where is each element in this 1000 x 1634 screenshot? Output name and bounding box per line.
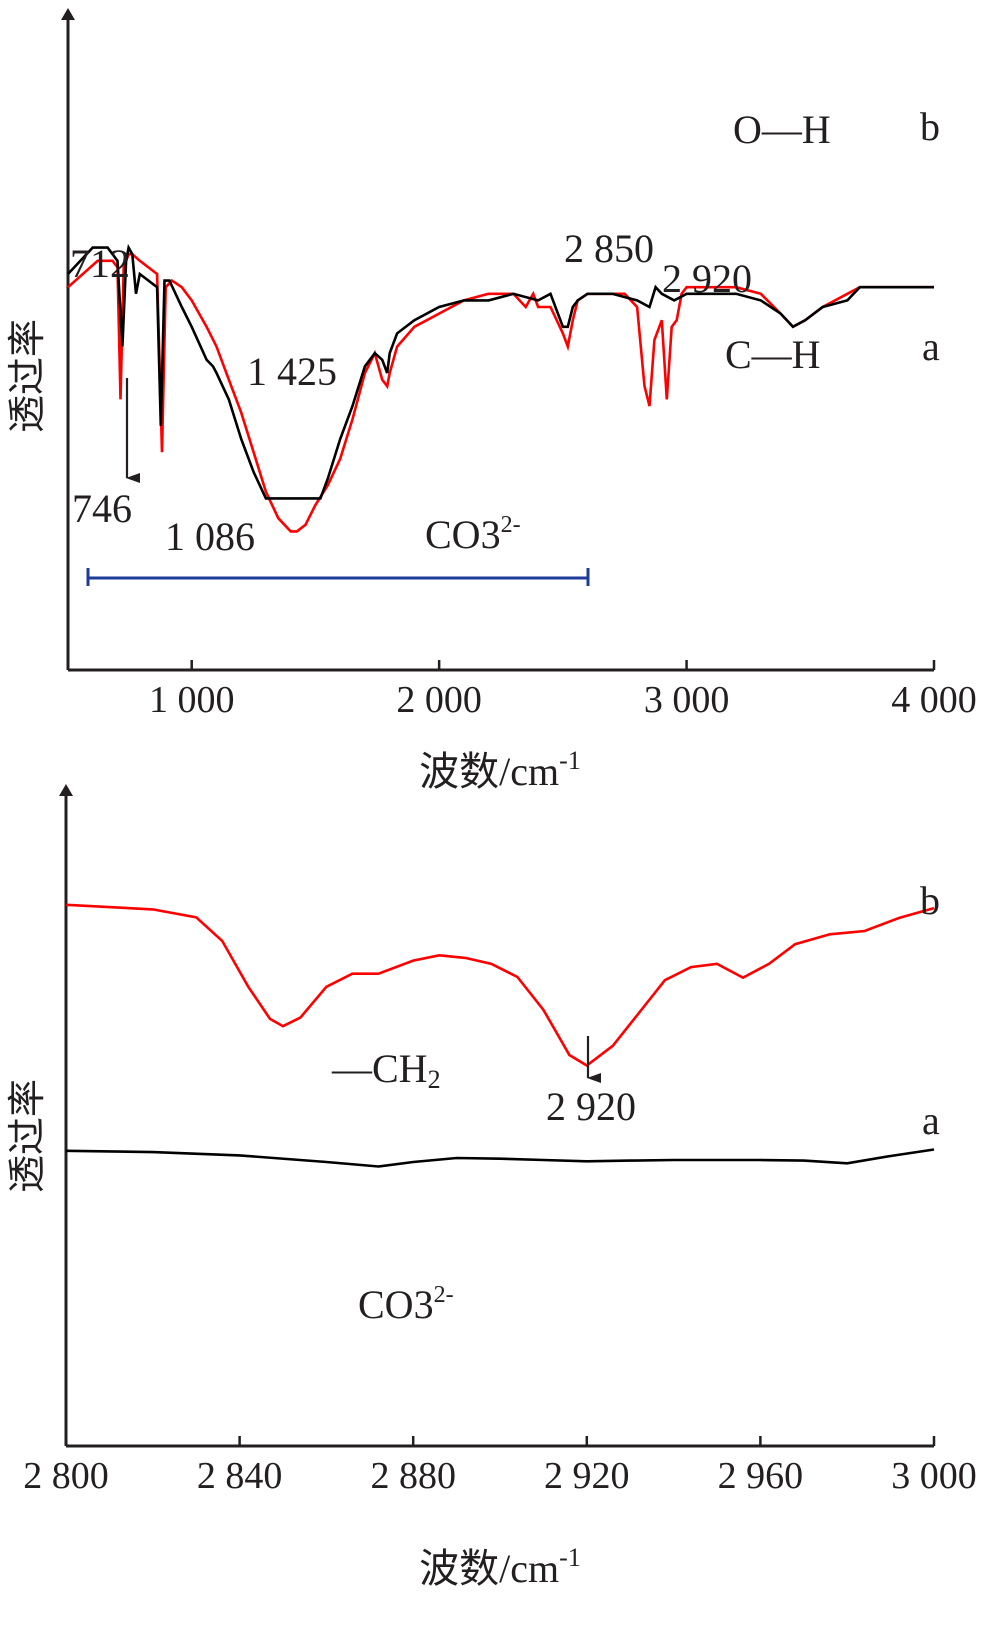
x-tick-label: 1 000 [149, 679, 235, 721]
y-axis-title: 透过率 [5, 1079, 49, 1193]
x-tick-label: 2 880 [370, 1455, 456, 1497]
series-b-line [67, 252, 934, 533]
annotation-1425: 1 425 [247, 349, 337, 394]
co3-range-bracket [86, 568, 590, 586]
x-tick-label: 2 920 [544, 1455, 630, 1497]
x-tick-label: 3 000 [891, 1455, 977, 1497]
annotation-co3: CO32- [425, 512, 521, 557]
x-tick-label: 4 000 [891, 679, 977, 721]
series-a-line [65, 1148, 935, 1168]
annotation-c-h: C—H [725, 332, 821, 377]
x-tick-labels: 2 800 2 840 2 880 2 920 2 960 3 000 [23, 1455, 977, 1497]
x-tick-label: 2 000 [396, 679, 482, 721]
x-axis-title: 波数/cm-1 [419, 1543, 581, 1591]
annotation-2920: 2 920 [546, 1084, 636, 1129]
chart-panel-top: 1 000 2 000 3 000 4 000 透过率 波数/cm-1 b a O—H… [5, 8, 977, 794]
series-b-label: b [920, 878, 940, 923]
series-a-label: a [922, 324, 940, 369]
x-ticks [190, 660, 936, 670]
series-a-line [67, 243, 934, 500]
annotation-746: 746 [72, 486, 132, 531]
x-tick-label: 2 800 [23, 1455, 109, 1497]
x-axis-title: 波数/cm-1 [419, 746, 581, 794]
annotation-1086: 1 086 [165, 514, 255, 559]
annotation-2850: 2 850 [564, 226, 654, 271]
annotation-2920: 2 920 [662, 256, 752, 301]
annotation-co3: CO32- [358, 1282, 454, 1327]
x-tick-labels: 1 000 2 000 3 000 4 000 [149, 679, 977, 721]
series-a-label: a [922, 1098, 940, 1143]
x-tick-label: 2 960 [718, 1455, 804, 1497]
annotation-o-h: O—H [733, 107, 831, 152]
annotation-712: 712 [70, 241, 130, 286]
series-b-line [65, 903, 935, 1068]
annotation-ch2: —CH2 [331, 1046, 441, 1094]
y-axis-title: 透过率 [5, 319, 49, 433]
x-tick-label: 2 840 [197, 1455, 283, 1497]
chart-panel-bottom: 2 800 2 840 2 880 2 920 2 960 3 000 透过率 波数/cm… [5, 784, 977, 1591]
x-tick-label: 3 000 [644, 679, 730, 721]
x-ticks [64, 1436, 936, 1446]
series-b-label: b [920, 104, 940, 149]
